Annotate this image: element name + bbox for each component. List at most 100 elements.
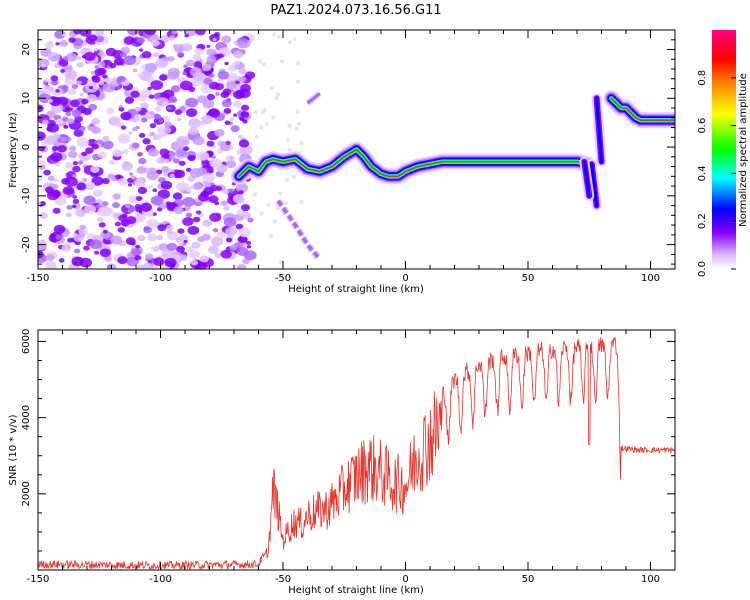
upper-trail <box>306 92 321 105</box>
noise-blob <box>299 199 304 204</box>
noise-blob <box>175 237 182 243</box>
noise-blob <box>233 50 244 59</box>
noise-blob <box>214 128 225 137</box>
noise-blob <box>165 201 171 206</box>
noise-blob <box>47 51 61 62</box>
noise-blob <box>176 245 185 253</box>
noise-blob <box>217 70 230 80</box>
noise-blob <box>209 33 220 43</box>
noise-blob <box>76 62 84 68</box>
noise-blob <box>61 84 69 91</box>
noise-blob <box>153 257 165 266</box>
noise-blob <box>85 181 96 189</box>
noise-blob <box>47 175 55 182</box>
noise-blob <box>152 188 158 193</box>
noise-blob <box>161 167 166 171</box>
noise-blob <box>134 255 142 261</box>
noise-blob <box>185 59 195 67</box>
noise-blob <box>167 229 173 235</box>
noise-blob <box>81 151 88 157</box>
noise-blob <box>128 131 133 135</box>
noise-blob <box>73 248 81 254</box>
noise-blob <box>147 233 158 242</box>
noise-blob <box>136 37 145 44</box>
noise-blob <box>55 162 61 167</box>
noise-blob <box>112 212 120 218</box>
ridge-line <box>238 148 588 177</box>
noise-blob <box>72 198 80 204</box>
noise-blob <box>185 167 192 173</box>
noise-blob <box>223 217 237 228</box>
noise-blob <box>183 64 189 69</box>
noise-blob <box>253 110 258 115</box>
noise-blob <box>66 118 75 125</box>
noise-blob <box>206 140 215 147</box>
noise-blob <box>259 125 264 130</box>
noise-blob <box>99 248 112 258</box>
noise-blob <box>144 30 157 36</box>
noise-blob <box>98 81 105 86</box>
noise-blob <box>173 158 180 164</box>
noise-blob <box>106 107 115 115</box>
noise-blob <box>62 186 75 195</box>
noise-blob <box>238 139 250 148</box>
noise-blob <box>206 55 217 63</box>
noise-blob <box>291 174 296 179</box>
noise-blob <box>109 62 117 69</box>
noise-blob <box>43 169 51 176</box>
noise-blob <box>127 183 133 187</box>
noise-blob <box>185 212 193 218</box>
noise-blob <box>191 241 201 249</box>
noise-blob <box>178 160 186 166</box>
noise-blob <box>138 214 147 221</box>
noise-blob <box>59 40 69 47</box>
noise-blob <box>168 95 177 102</box>
noise-blob <box>144 62 158 73</box>
spectrogram-xtick-label: -100 <box>149 273 172 284</box>
snr-xtick-label: -50 <box>275 574 291 585</box>
noise-blob <box>148 132 154 137</box>
noise-blob <box>169 173 176 179</box>
noise-blob <box>118 107 125 112</box>
noise-blob <box>112 149 123 158</box>
noise-blob <box>38 131 46 141</box>
snr-series-line <box>38 336 675 570</box>
noise-blob <box>135 244 141 249</box>
noise-blob <box>72 161 79 166</box>
noise-blob <box>242 119 248 124</box>
noise-blob <box>212 38 217 42</box>
noise-blob <box>76 56 82 61</box>
noise-blob <box>160 180 173 190</box>
noise-blob <box>38 176 43 182</box>
noise-blob <box>102 140 114 150</box>
noise-blob <box>238 68 247 75</box>
noise-blob <box>122 149 129 155</box>
noise-blob <box>58 58 69 67</box>
snr-xtick-label: 50 <box>522 574 535 585</box>
noise-blob <box>177 228 185 234</box>
noise-blob <box>185 188 191 193</box>
noise-blob <box>51 145 59 152</box>
noise-blob <box>98 61 106 67</box>
noise-blob <box>184 33 190 38</box>
noise-blob <box>239 242 247 248</box>
noise-blob <box>90 165 100 174</box>
noise-blob <box>163 158 170 164</box>
noise-blob <box>233 113 238 117</box>
noise-blob <box>67 237 74 243</box>
noise-blob <box>91 176 104 186</box>
snr-panel: -150 -100 -50 0 50 100 2000 4000 6000 Height of … <box>8 329 676 596</box>
noise-blob <box>58 258 65 263</box>
noise-blob <box>235 223 244 230</box>
noise-blob <box>112 193 121 200</box>
noise-blob <box>115 174 122 180</box>
noise-blob <box>272 219 277 224</box>
noise-blob <box>174 148 188 159</box>
noise-blob <box>183 239 188 244</box>
noise-blob <box>114 221 121 227</box>
noise-blob <box>92 189 104 198</box>
spectrogram-ytick-label: 20 <box>21 43 32 56</box>
noise-blob <box>162 56 170 62</box>
noise-blob <box>76 80 82 86</box>
noise-blob <box>223 205 230 211</box>
